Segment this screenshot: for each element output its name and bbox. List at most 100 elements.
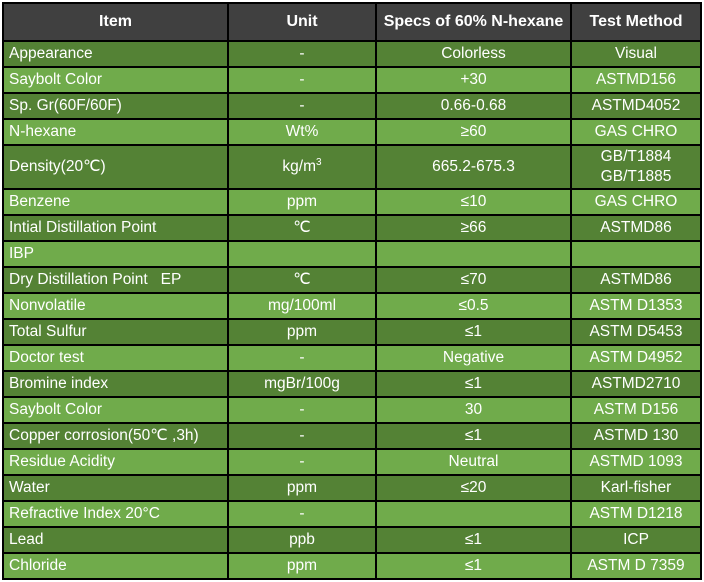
spec-cell: ≤1	[375, 318, 572, 346]
spec-cell: ≤1	[375, 526, 572, 554]
table-row: Benzene ppm ≤10 GAS CHRO	[2, 188, 702, 216]
test-method-cell	[570, 240, 702, 268]
spec-cell: ≤70	[375, 266, 572, 294]
item-cell: Appearance	[2, 40, 229, 68]
table-body: Appearance - Colorless Visual Saybolt Color -…	[2, 40, 702, 580]
unit-cell	[227, 240, 377, 268]
spec-cell: ≤0.5	[375, 292, 572, 320]
table-header: Item Unit Specs of 60% N-hexane Test Met…	[2, 2, 702, 42]
unit-cell: kg/m3	[227, 144, 377, 190]
table-row: Sp. Gr(60F/60F) -0.66-0.68 ASTMD4052	[2, 92, 702, 120]
col-header-test-method: Test Method	[570, 2, 702, 42]
test-method-cell: ASTM D1218	[570, 500, 702, 528]
unit-cell: ppm	[227, 188, 377, 216]
table-row: Chloride ppm ≤1 ASTM D 7359	[2, 552, 702, 580]
table-row: Residue Acidity - Neutral ASTMD 1093	[2, 448, 702, 476]
unit-cell: ppm	[227, 318, 377, 346]
spec-cell: 0.66-0.68	[375, 92, 572, 120]
test-method-cell: ASTMD2710	[570, 370, 702, 398]
test-method-cell: ASTMD86	[570, 266, 702, 294]
header-row: Item Unit Specs of 60% N-hexane Test Met…	[2, 2, 702, 42]
spec-cell: Neutral	[375, 448, 572, 476]
test-method-cell: ASTM D1353	[570, 292, 702, 320]
table-row: Doctor test - Negative ASTM D4952	[2, 344, 702, 372]
unit-cell: -	[227, 344, 377, 372]
test-method-cell: ASTMD156	[570, 66, 702, 94]
item-cell: Sp. Gr(60F/60F)	[2, 92, 229, 120]
test-method-cell: GAS CHRO	[570, 118, 702, 146]
spec-cell: ≤1	[375, 552, 572, 580]
spec-cell: +30	[375, 66, 572, 94]
item-cell: Copper corrosion(50℃ ,3h)	[2, 422, 229, 450]
test-method-cell: GB/T1884 GB/T1885	[570, 144, 702, 190]
unit-cell: -	[227, 500, 377, 528]
test-method-cell: ASTM D5453	[570, 318, 702, 346]
item-cell: Doctor test	[2, 344, 229, 372]
table-row: Copper corrosion(50℃ ,3h) - ≤1 ASTMD 130	[2, 422, 702, 450]
unit-cell: mg/100ml	[227, 292, 377, 320]
test-method-cell: ICP	[570, 526, 702, 554]
spec-cell: ≤10	[375, 188, 572, 216]
unit-cell: -	[227, 40, 377, 68]
item-cell: Dry Distillation Point EP	[2, 266, 229, 294]
item-cell: Water	[2, 474, 229, 502]
test-method-cell: ASTMD86	[570, 214, 702, 242]
unit-superscript: 3	[316, 156, 322, 168]
unit-cell: -	[227, 66, 377, 94]
test-method-cell: ASTM D156	[570, 396, 702, 424]
col-header-item: Item	[2, 2, 229, 42]
item-cell: Nonvolatile	[2, 292, 229, 320]
item-cell: Lead	[2, 526, 229, 554]
col-header-specs: Specs of 60% N-hexane	[375, 2, 572, 42]
table-row: Saybolt Color -30 ASTM D156	[2, 396, 702, 424]
spec-cell: 30	[375, 396, 572, 424]
item-cell: Bromine index	[2, 370, 229, 398]
test-method-cell: ASTM D 7359	[570, 552, 702, 580]
unit-cell: ppm	[227, 474, 377, 502]
unit-cell: -	[227, 396, 377, 424]
unit-cell: -	[227, 92, 377, 120]
spec-cell	[375, 500, 572, 528]
spec-cell	[375, 240, 572, 268]
table-row: IBP	[2, 240, 702, 268]
table-row: Saybolt Color - +30 ASTMD156	[2, 66, 702, 94]
item-cell: Benzene	[2, 188, 229, 216]
item-cell: Residue Acidity	[2, 448, 229, 476]
item-cell: Density(20℃)	[2, 144, 229, 190]
unit-cell: ℃	[227, 214, 377, 242]
spec-cell: Colorless	[375, 40, 572, 68]
item-cell: Refractive Index 20°C	[2, 500, 229, 528]
table-row: Refractive Index 20°C - ASTM D1218	[2, 500, 702, 528]
spec-cell: ≥66	[375, 214, 572, 242]
unit-cell: ppm	[227, 552, 377, 580]
test-method-cell: Karl-fisher	[570, 474, 702, 502]
test-method-cell: ASTMD 1093	[570, 448, 702, 476]
test-method-cell: ASTMD4052	[570, 92, 702, 120]
item-cell: Intial Distillation Point	[2, 214, 229, 242]
item-cell: Total Sulfur	[2, 318, 229, 346]
unit-cell: ℃	[227, 266, 377, 294]
table-row: Nonvolatile mg/100ml ≤0.5 ASTM D1353	[2, 292, 702, 320]
item-cell: IBP	[2, 240, 229, 268]
item-cell: N-hexane	[2, 118, 229, 146]
table-row: N-hexane Wt% ≥60 GAS CHRO	[2, 118, 702, 146]
unit-cell: ppb	[227, 526, 377, 554]
unit-cell: Wt%	[227, 118, 377, 146]
table-row: Dry Distillation Point EP ℃ ≤70 ASTMD86	[2, 266, 702, 294]
spec-cell: ≤20	[375, 474, 572, 502]
spec-cell: 665.2-675.3	[375, 144, 572, 190]
spec-cell: ≤1	[375, 370, 572, 398]
test-method-cell: Visual	[570, 40, 702, 68]
table-row: Total Sulfur ppm ≤1 ASTM D5453	[2, 318, 702, 346]
test-method-cell: GAS CHRO	[570, 188, 702, 216]
unit-cell: -	[227, 422, 377, 450]
spec-cell: Negative	[375, 344, 572, 372]
item-cell: Saybolt Color	[2, 66, 229, 94]
test-method-cell: ASTMD 130	[570, 422, 702, 450]
spec-cell: ≥60	[375, 118, 572, 146]
unit-cell: -	[227, 448, 377, 476]
spec-cell: ≤1	[375, 422, 572, 450]
table-row: Intial Distillation Point ℃ ≥66 ASTMD86	[2, 214, 702, 242]
item-cell: Saybolt Color	[2, 396, 229, 424]
